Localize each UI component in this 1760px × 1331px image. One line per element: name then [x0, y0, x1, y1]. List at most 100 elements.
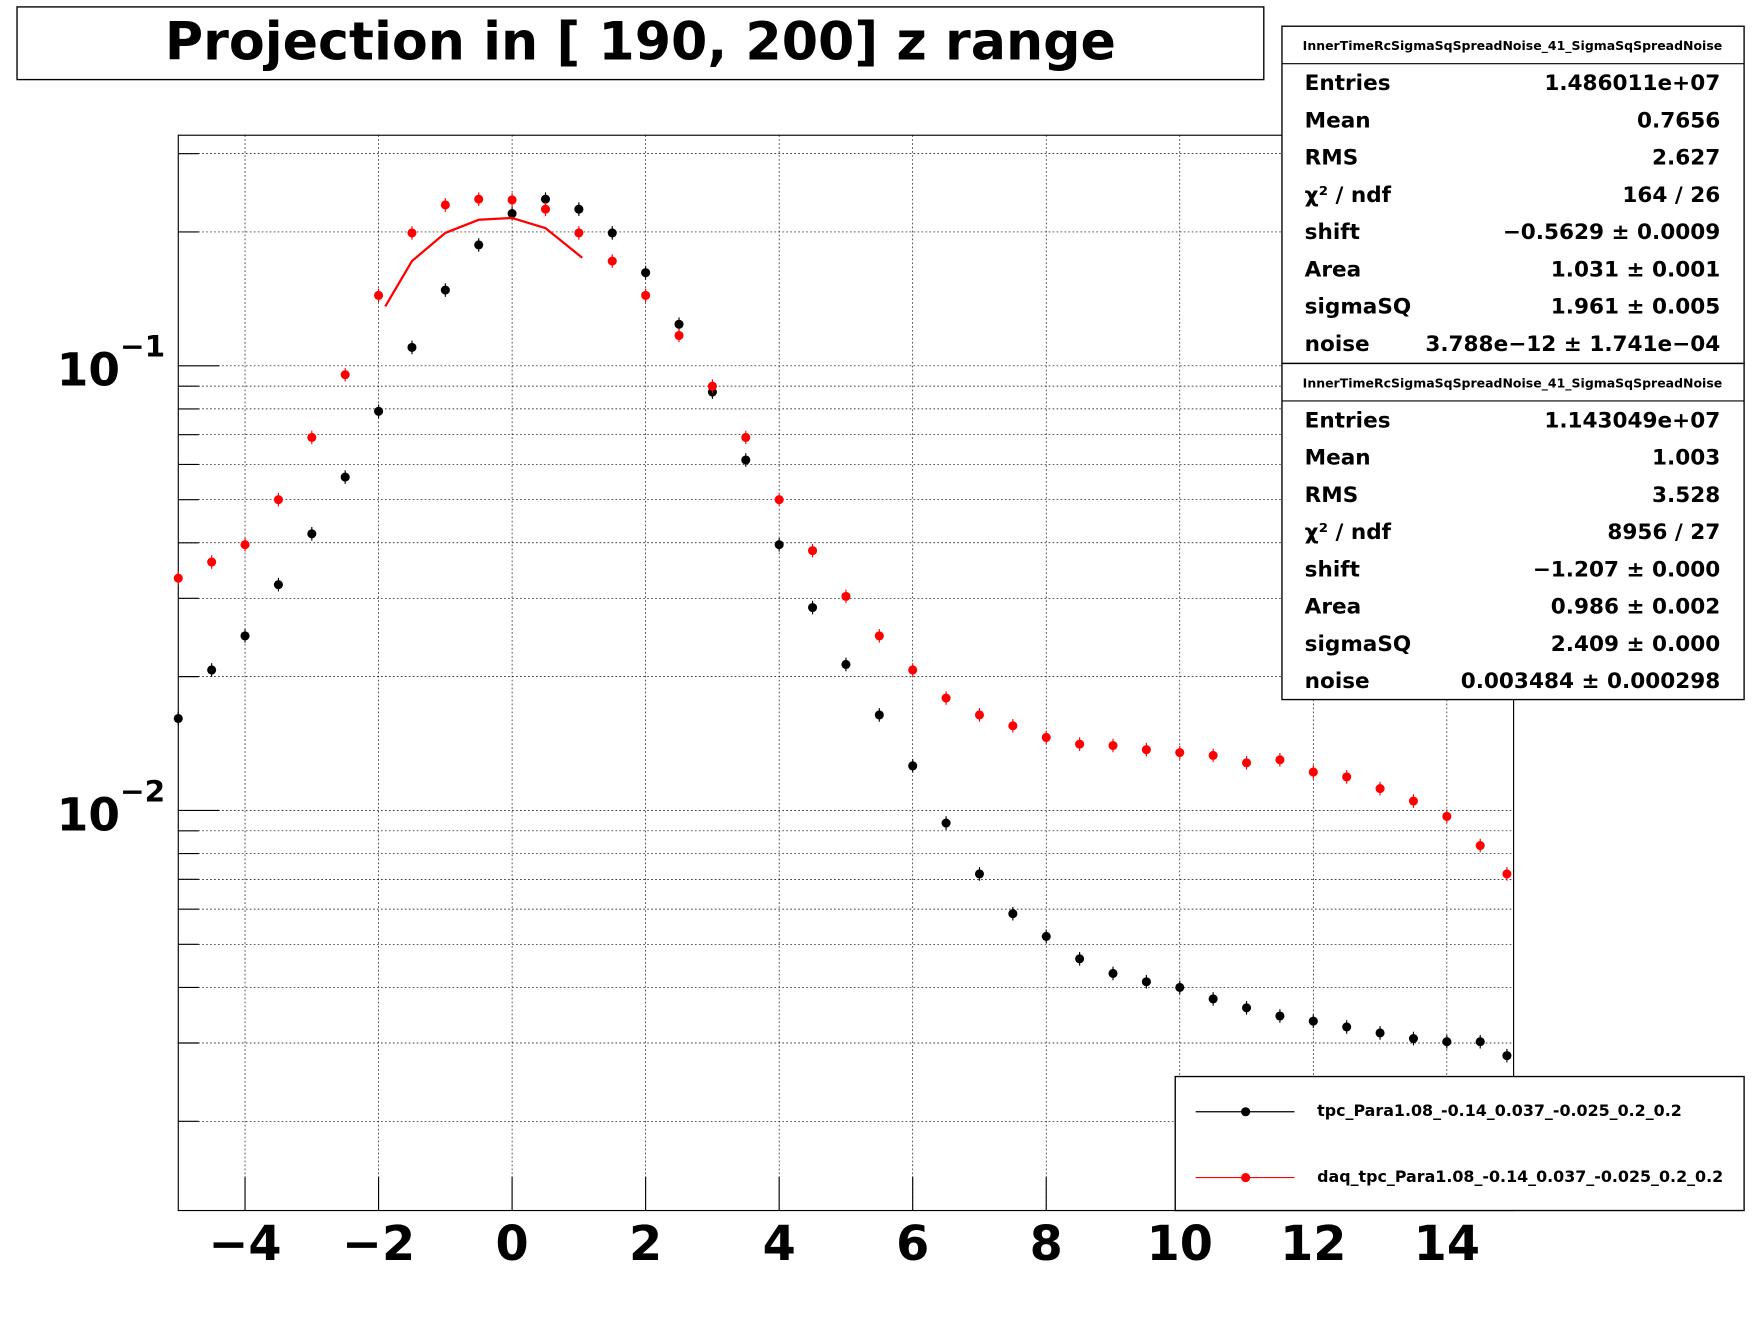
stats-title: InnerTimeRcSigmaSqSpreadNoise_41_SigmaSq…	[1303, 375, 1723, 391]
x-tick-label: −2	[342, 1217, 415, 1272]
data-point	[1041, 931, 1051, 941]
data-point	[641, 268, 651, 278]
data-point	[273, 495, 283, 505]
data-point	[507, 208, 517, 219]
data-point	[908, 761, 918, 771]
data-point	[674, 319, 684, 329]
data-point	[1175, 982, 1185, 992]
data-point	[374, 290, 384, 300]
data-point	[974, 869, 985, 879]
stats-label: sigmaSQ	[1305, 632, 1412, 657]
y-tick-exponent: −1	[120, 329, 165, 363]
data-point	[474, 194, 484, 204]
stats-label: Area	[1305, 257, 1362, 282]
stats-value: 3.528	[1652, 483, 1720, 508]
stats-value: −0.5629 ± 0.0009	[1503, 220, 1721, 245]
x-tick-label: 10	[1147, 1217, 1213, 1272]
y-tick-base: 10	[57, 343, 120, 396]
data-point	[1502, 1051, 1512, 1061]
title-box	[16, 6, 1265, 81]
data-point	[207, 557, 217, 567]
stats-value: 0.7656	[1637, 108, 1720, 133]
stats-label: sigmaSQ	[1305, 295, 1412, 320]
data-point	[173, 713, 183, 724]
x-tick-label: 8	[1030, 1217, 1063, 1272]
data-point	[1408, 1034, 1418, 1044]
stats-label: shift	[1305, 557, 1360, 582]
stats-label: Mean	[1305, 446, 1371, 471]
stats-label: shift	[1305, 220, 1360, 245]
data-point	[1241, 1003, 1252, 1013]
data-point	[641, 290, 651, 300]
data-point	[1175, 747, 1185, 758]
data-point	[1141, 977, 1151, 987]
data-point	[1442, 811, 1452, 821]
stats-box	[1281, 25, 1745, 365]
data-point	[808, 546, 818, 556]
data-point	[607, 256, 617, 266]
x-tick-label: 4	[763, 1217, 796, 1272]
data-point	[1075, 954, 1085, 964]
data-point	[1108, 968, 1118, 979]
y-tick-exponent: −2	[120, 774, 165, 808]
stats-label: Entries	[1305, 408, 1391, 433]
data-point	[774, 540, 784, 550]
stats-value: 1.031 ± 0.001	[1551, 257, 1721, 282]
data-point	[1342, 772, 1352, 782]
stats-label: RMS	[1305, 146, 1359, 171]
data-point	[340, 370, 350, 380]
data-point	[1075, 739, 1085, 749]
legend-label: daq_tpc_Para1.08_-0.14_0.037_-0.025_0.2_…	[1317, 1167, 1723, 1186]
stats-value: 1.003	[1652, 446, 1720, 471]
stats-value: 1.143049e+07	[1544, 408, 1720, 433]
data-point	[240, 631, 250, 641]
data-point	[1375, 1028, 1385, 1038]
data-point	[1208, 994, 1218, 1004]
data-point	[240, 540, 250, 550]
data-point	[1241, 758, 1252, 768]
x-tick-label: 12	[1280, 1217, 1346, 1272]
stats-label: Area	[1305, 595, 1362, 620]
data-point	[1475, 1037, 1485, 1047]
stats-box	[1281, 362, 1745, 701]
y-tick-label: 10−2	[57, 774, 165, 841]
legend-marker	[1241, 1107, 1251, 1117]
stats-label: χ² / ndf	[1305, 520, 1392, 545]
y-tick-label: 10−1	[57, 329, 165, 396]
data-point	[808, 603, 818, 613]
stats-value: 0.003484 ± 0.000298	[1461, 669, 1721, 694]
fit-curve	[384, 216, 583, 307]
data-point	[407, 342, 417, 352]
stats-value: −1.207 ± 0.000	[1533, 557, 1721, 582]
data-point	[1041, 732, 1051, 742]
data-point	[1408, 796, 1418, 806]
data-point	[1475, 840, 1485, 851]
legend-label: tpc_Para1.08_-0.14_0.037_-0.025_0.2_0.2	[1317, 1101, 1682, 1120]
chart-title: Projection in [ 190, 200] z range	[165, 13, 1116, 73]
data-point	[1141, 745, 1151, 755]
stats-label: Mean	[1305, 108, 1371, 133]
data-point	[1275, 755, 1285, 765]
data-point	[374, 406, 384, 416]
stats-value: 3.788e−12 ± 1.741e−04	[1425, 332, 1720, 357]
data-point	[1008, 909, 1018, 919]
data-point	[1342, 1022, 1352, 1032]
data-point	[440, 200, 450, 210]
data-point	[574, 228, 584, 238]
stats-value: 2.409 ± 0.000	[1551, 632, 1721, 657]
data-point	[707, 381, 717, 391]
x-tick-label: 0	[496, 1217, 529, 1272]
data-point	[574, 204, 584, 214]
data-point	[974, 710, 985, 720]
data-point	[874, 631, 884, 641]
stats-value: 164 / 26	[1622, 183, 1720, 208]
legend-box	[1174, 1075, 1745, 1212]
stats-value: 0.986 ± 0.002	[1551, 595, 1721, 620]
data-point	[941, 693, 951, 703]
data-point	[1375, 784, 1385, 794]
data-point	[941, 818, 951, 828]
data-point	[474, 240, 484, 250]
data-point	[507, 195, 517, 205]
data-point	[440, 285, 450, 295]
